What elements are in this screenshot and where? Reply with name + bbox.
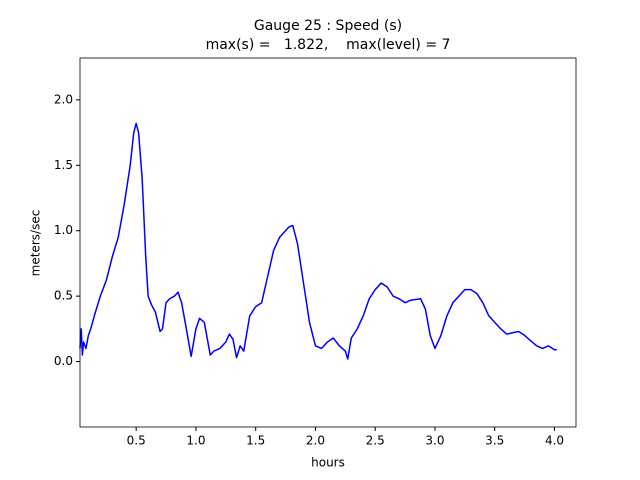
x-tick-label: 0.5 <box>127 434 146 448</box>
y-tick-label: 1.0 <box>54 223 73 237</box>
x-tick-label: 4.0 <box>545 434 564 448</box>
x-tick-label: 3.5 <box>485 434 504 448</box>
axes-frame <box>79 57 577 428</box>
x-tick-label: 2.5 <box>366 434 385 448</box>
y-tick-label: 1.5 <box>54 158 73 172</box>
y-axis-label: meters/sec <box>29 210 43 277</box>
y-tick-label: 0.0 <box>54 354 73 368</box>
y-tick-label: 2.0 <box>54 92 73 106</box>
x-tick-label: 1.0 <box>186 434 205 448</box>
x-tick-label: 1.5 <box>246 434 265 448</box>
x-tick-label: 2.0 <box>306 434 325 448</box>
data-line <box>79 122 557 360</box>
y-tick-label: 0.5 <box>54 289 73 303</box>
chart-subtitle: max(s) = 1.822, max(level) = 7 <box>206 37 451 53</box>
x-tick-label: 3.0 <box>425 434 444 448</box>
chart-title: Gauge 25 : Speed (s) <box>254 18 402 34</box>
x-axis-label: hours <box>311 456 345 470</box>
